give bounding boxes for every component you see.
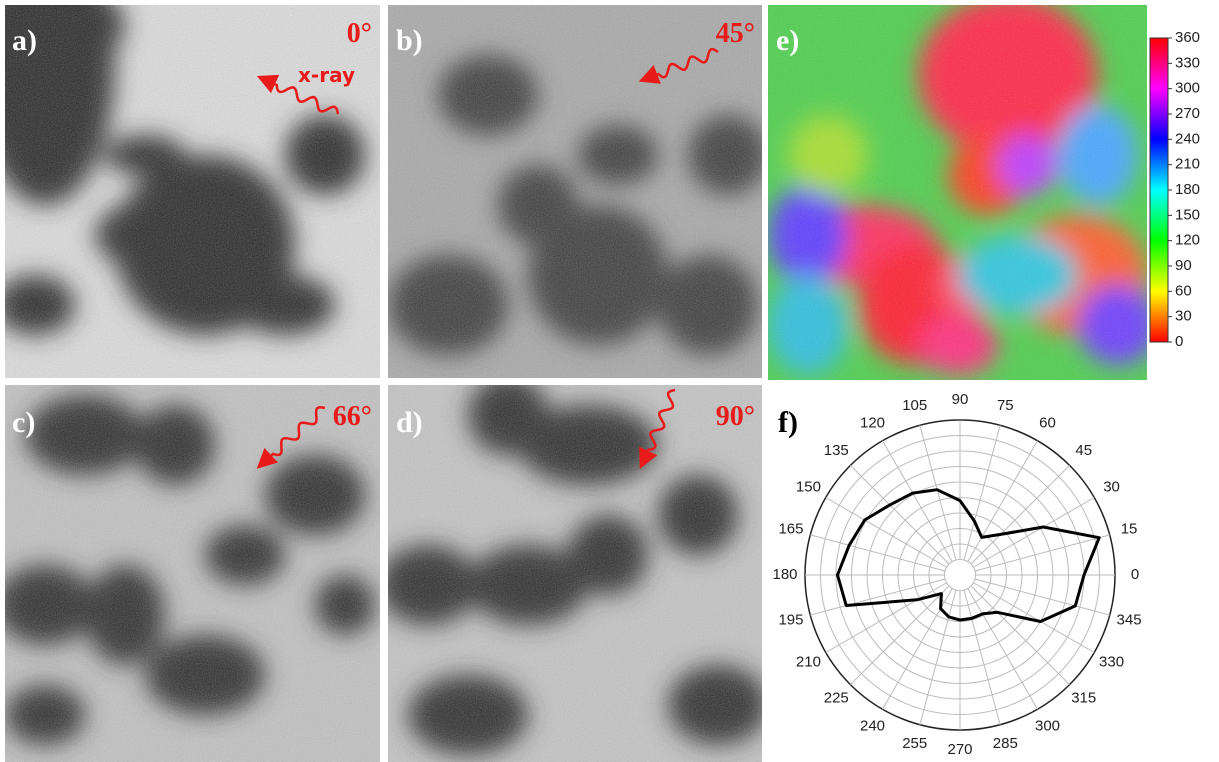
theta-tick-label: 315 [1071,690,1096,707]
panel-label: a) [12,24,37,57]
grid-spoke [973,582,1095,653]
theta-tick-label: 270 [947,741,972,758]
micrograph [388,5,762,378]
grid-spoke [967,588,1038,710]
grid-circle [944,559,976,591]
theta-tick-label: 165 [778,521,803,538]
grid-spoke [825,497,947,568]
grid-spoke [970,585,1070,685]
orientation-map [768,5,1147,380]
theta-tick-label: 60 [1039,414,1056,431]
grid-spoke [973,497,1095,568]
theta-tick-label: 300 [1035,718,1060,735]
colorbar-tick-label: 360 [1175,29,1200,46]
theta-tick-label: 75 [997,397,1014,414]
beam-label: x-ray [298,63,355,87]
grid-spoke [967,440,1038,562]
noise [5,5,380,378]
x-ray-arrow [639,388,676,470]
grid-spoke [882,440,953,562]
theta-tick-label: 90 [952,391,969,408]
theta-tick-label: 135 [824,442,849,459]
theta-tick-label: 30 [1103,478,1120,495]
angle-label: 66° [333,401,372,432]
grid-spoke [850,465,950,565]
colorbar-tick-label: 60 [1175,282,1192,299]
grid-spoke [974,534,1110,572]
panel-label: e) [776,24,799,57]
theta-tick-label: 105 [902,397,927,414]
noise [388,385,762,762]
grid-spoke [850,585,950,685]
panel-label: c) [12,406,35,439]
noise [388,5,762,378]
angle-label: 0° [347,18,372,49]
grid-spoke [825,582,947,653]
grid-spoke [963,425,1001,561]
colorbar-tick-label: 90 [1175,257,1192,274]
grid-spoke [974,578,1110,616]
grid-spoke [919,425,957,561]
micrograph [5,5,380,378]
angle-label: 45° [716,18,755,49]
panel-label: b) [396,24,423,57]
colorbar [1149,37,1169,343]
theta-tick-label: 210 [796,653,821,670]
colorbar-tick-label: 270 [1175,105,1200,122]
theta-tick-label: 240 [860,718,885,735]
theta-tick-label: 345 [1117,611,1142,628]
colorbar-tick-label: 0 [1175,333,1183,350]
x-ray-arrow [256,406,326,469]
panel-label: d) [396,406,423,439]
theta-tick-label: 180 [772,566,797,583]
angle-label: 90° [716,401,755,432]
grid-spoke [810,534,946,572]
theta-tick-label: 330 [1099,653,1124,670]
colorbar-tick-label: 240 [1175,130,1200,147]
colorbar-tick-label: 150 [1175,206,1200,223]
micrograph [388,385,762,762]
noise [768,5,1147,380]
grid-spoke [919,589,957,725]
colorbar-tick-label: 330 [1175,54,1200,71]
theta-tick-label: 225 [824,690,849,707]
colorbar-tick-label: 120 [1175,232,1200,249]
colorbar-tick-label: 180 [1175,181,1200,198]
grid-spoke [970,465,1070,565]
colorbar-tick-label: 30 [1175,308,1192,325]
x-ray-arrow [638,47,719,84]
noise [5,385,380,762]
grid-spoke [963,589,1001,725]
panel-label: f) [778,406,798,439]
colorbar-tick-label: 210 [1175,156,1200,173]
micrograph [5,385,380,762]
theta-tick-label: 195 [778,611,803,628]
theta-tick-label: 150 [796,478,821,495]
theta-tick-label: 45 [1075,442,1092,459]
grid-spoke [810,578,946,616]
x-ray-arrow [256,74,340,115]
colorbar-tick-label: 300 [1175,80,1200,97]
theta-tick-label: 120 [860,414,885,431]
theta-tick-label: 0 [1131,566,1139,583]
theta-tick-label: 285 [993,735,1018,752]
theta-tick-label: 15 [1121,521,1138,538]
distribution-curve [836,488,1101,623]
theta-tick-label: 255 [902,735,927,752]
